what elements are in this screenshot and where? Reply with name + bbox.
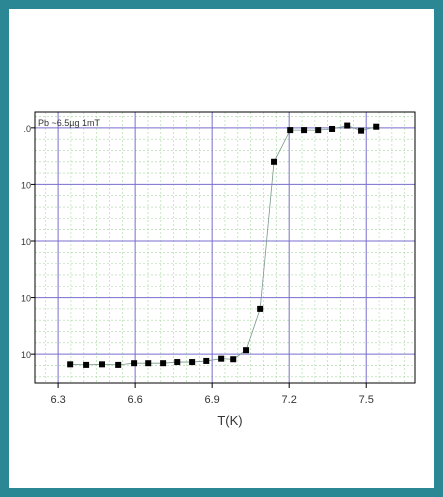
data-point — [203, 357, 210, 364]
data-point — [287, 127, 294, 134]
y-tick-label: 10 — [21, 180, 31, 190]
data-point — [315, 127, 322, 134]
x-tick-label: 7.5 — [359, 394, 374, 406]
data-point — [271, 158, 278, 165]
y-tick-label: .0 — [23, 124, 31, 134]
y-tick-label: 10 — [21, 350, 31, 360]
data-point — [257, 305, 264, 312]
data-point — [243, 347, 250, 354]
x-axis-label: T(K) — [217, 413, 242, 428]
data-point — [131, 360, 138, 367]
x-tick-label: 6.3 — [50, 394, 65, 406]
data-point — [301, 127, 308, 134]
data-point — [373, 123, 380, 130]
data-point — [67, 361, 74, 368]
data-point — [115, 361, 122, 368]
y-tick-label: 10 — [21, 237, 31, 247]
data-point — [344, 122, 351, 129]
data-point — [83, 361, 90, 368]
panel: T(K) 6.3 6.6 6.9 7.2 7.5 .0 10 10 10 10 Pb ~6.5µg … — [9, 9, 434, 488]
data-point — [160, 360, 167, 367]
chart: T(K) 6.3 6.6 6.9 7.2 7.5 .0 10 10 10 10 Pb ~6.5µg … — [21, 111, 416, 428]
data-point — [218, 355, 225, 362]
data-point — [145, 360, 152, 367]
plot-frame — [34, 111, 416, 384]
annotation: Pb ~6.5µg 1mT — [38, 118, 100, 128]
x-tick-label: 7.2 — [282, 394, 297, 406]
connecting-line — [70, 125, 377, 366]
data-point — [189, 359, 196, 366]
data-point — [329, 125, 336, 132]
data-point — [99, 361, 106, 368]
data-point — [230, 356, 237, 363]
x-tick-label: 6.6 — [127, 394, 142, 406]
data-point — [358, 127, 365, 134]
data-point — [174, 359, 181, 366]
x-tick-label: 6.9 — [205, 394, 220, 406]
y-tick-label: 10 — [21, 294, 31, 304]
